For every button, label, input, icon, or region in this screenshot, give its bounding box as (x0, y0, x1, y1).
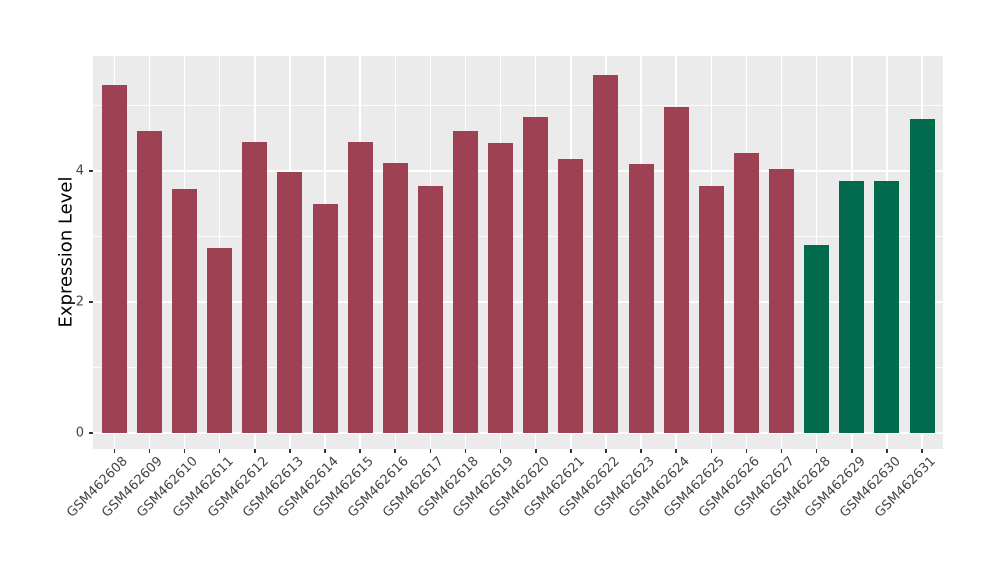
x-tick (851, 449, 853, 453)
x-tick (570, 449, 572, 453)
bar-GSM462627 (769, 169, 795, 433)
x-tick (113, 449, 116, 453)
bar-GSM462614 (312, 204, 338, 433)
x-tick (464, 449, 467, 453)
bar-GSM462620 (523, 116, 549, 433)
gridline-major-h (93, 301, 943, 303)
x-tick (640, 449, 642, 453)
bar-GSM462617 (417, 186, 443, 433)
x-tick (253, 449, 256, 453)
gridline-minor-h (93, 367, 943, 368)
x-tick (324, 449, 326, 453)
y-tick (89, 170, 93, 172)
y-tick-label: 2 (75, 294, 84, 310)
plot-panel (93, 56, 943, 449)
bar-GSM462624 (663, 107, 689, 433)
bar-GSM462608 (101, 85, 127, 433)
gridline-minor-h (93, 105, 943, 106)
bar-GSM462628 (804, 245, 830, 433)
x-tick (394, 449, 397, 453)
gridline-major-h (93, 432, 943, 434)
bar-GSM462625 (698, 186, 724, 433)
bar-GSM462631 (909, 118, 935, 433)
bar-GSM462630 (874, 181, 900, 433)
y-tick-label: 0 (75, 425, 84, 441)
bar-GSM462622 (593, 74, 619, 433)
x-tick (359, 449, 361, 453)
bar-GSM462613 (277, 172, 303, 433)
x-tick (675, 449, 677, 453)
bar-GSM462611 (207, 247, 233, 433)
bar-GSM462615 (347, 141, 373, 433)
y-tick (89, 301, 93, 303)
bar-GSM462626 (733, 153, 759, 433)
x-tick (218, 449, 221, 453)
gridline-minor-h (93, 236, 943, 237)
x-tick (745, 449, 748, 453)
bar-GSM462618 (453, 131, 478, 433)
bar-GSM462621 (558, 158, 584, 433)
x-tick (429, 449, 432, 453)
bar-GSM462609 (136, 131, 162, 433)
x-tick (815, 449, 818, 453)
bar-GSM462619 (488, 143, 514, 433)
x-tick (534, 449, 537, 453)
x-tick (921, 449, 923, 453)
bar-GSM462616 (382, 163, 408, 433)
x-tick (499, 449, 502, 453)
bar-GSM462629 (839, 180, 865, 433)
gridline-major-h (93, 170, 943, 172)
x-tick (148, 449, 151, 453)
x-tick (289, 449, 291, 453)
x-tick (183, 449, 186, 453)
y-tick-label: 4 (75, 163, 84, 179)
bar-GSM462623 (628, 163, 654, 433)
bar-GSM462612 (242, 141, 268, 433)
x-tick (886, 449, 888, 453)
x-tick (605, 449, 607, 453)
y-tick (89, 432, 93, 434)
x-tick (710, 449, 713, 453)
bar-GSM462610 (172, 188, 198, 433)
x-tick (780, 449, 783, 453)
